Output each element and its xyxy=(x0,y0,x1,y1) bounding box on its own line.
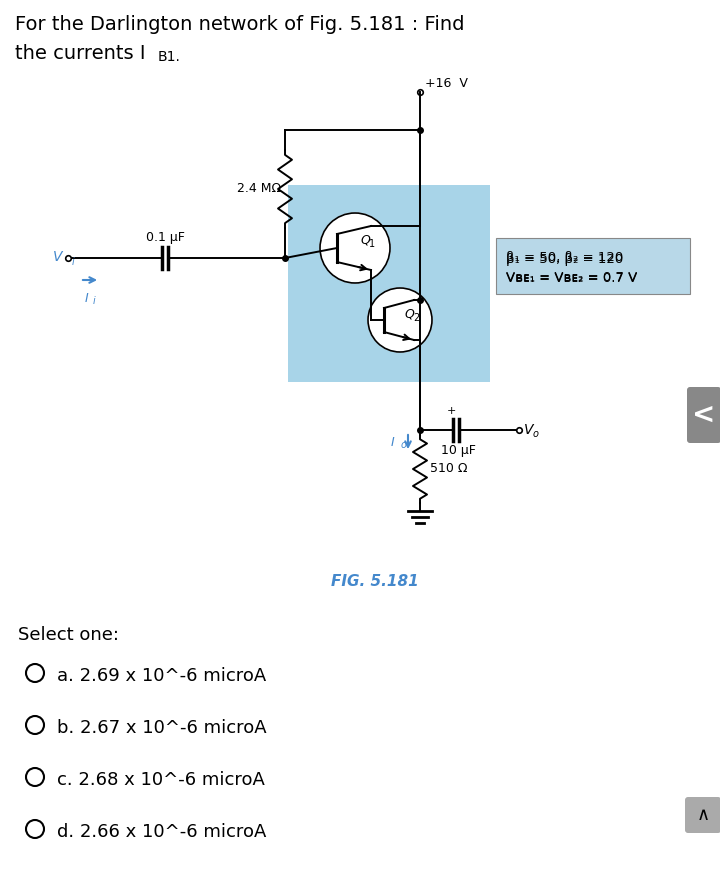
Circle shape xyxy=(320,213,390,283)
Text: o: o xyxy=(401,440,407,450)
Text: 10 μF: 10 μF xyxy=(441,444,475,457)
Text: <: < xyxy=(693,401,716,429)
Circle shape xyxy=(368,288,432,352)
Text: +: + xyxy=(446,406,456,416)
FancyBboxPatch shape xyxy=(496,238,690,294)
Text: I: I xyxy=(390,435,394,449)
Text: d. 2.66 x 10^-6 microA: d. 2.66 x 10^-6 microA xyxy=(57,823,266,841)
Text: b. 2.67 x 10^-6 microA: b. 2.67 x 10^-6 microA xyxy=(57,719,266,737)
Text: 510 Ω: 510 Ω xyxy=(430,462,467,476)
Text: Q: Q xyxy=(404,308,414,321)
Text: Vвᴇ₁ = Vвᴇ₂ = 0.7 V: Vвᴇ₁ = Vвᴇ₂ = 0.7 V xyxy=(506,272,637,284)
Text: Vвᴇ₁ = Vвᴇ₂ = 0.7 V: Vвᴇ₁ = Vвᴇ₂ = 0.7 V xyxy=(506,271,637,284)
Text: β₁ = 50, β₂ = 120: β₁ = 50, β₂ = 120 xyxy=(506,251,624,265)
Text: V: V xyxy=(524,423,534,437)
Text: 0.1 μF: 0.1 μF xyxy=(145,231,184,244)
FancyBboxPatch shape xyxy=(687,387,720,443)
Text: a. 2.69 x 10^-6 microA: a. 2.69 x 10^-6 microA xyxy=(57,667,266,685)
Text: I: I xyxy=(85,292,89,305)
Text: V: V xyxy=(53,250,62,264)
Text: B1.: B1. xyxy=(158,50,181,64)
FancyBboxPatch shape xyxy=(685,797,720,833)
Text: +16  V: +16 V xyxy=(425,77,468,90)
Text: 2.4 MΩ: 2.4 MΩ xyxy=(237,182,281,196)
Text: 2: 2 xyxy=(413,313,419,323)
Text: c. 2.68 x 10^-6 microA: c. 2.68 x 10^-6 microA xyxy=(57,771,265,789)
Text: FIG. 5.181: FIG. 5.181 xyxy=(331,574,419,589)
Text: Select one:: Select one: xyxy=(18,626,119,644)
Text: i: i xyxy=(93,296,96,306)
Text: i: i xyxy=(72,257,75,267)
Text: ∧: ∧ xyxy=(696,806,710,824)
Text: For the Darlington network of Fig. 5.181 : Find: For the Darlington network of Fig. 5.181… xyxy=(15,15,464,34)
Text: β₁ = 50, β₂ = 120: β₁ = 50, β₂ = 120 xyxy=(506,253,624,266)
Text: the currents I: the currents I xyxy=(15,44,145,63)
Text: o: o xyxy=(533,429,539,439)
FancyBboxPatch shape xyxy=(288,185,490,382)
Text: Q: Q xyxy=(360,233,370,247)
Text: 1: 1 xyxy=(369,239,375,249)
